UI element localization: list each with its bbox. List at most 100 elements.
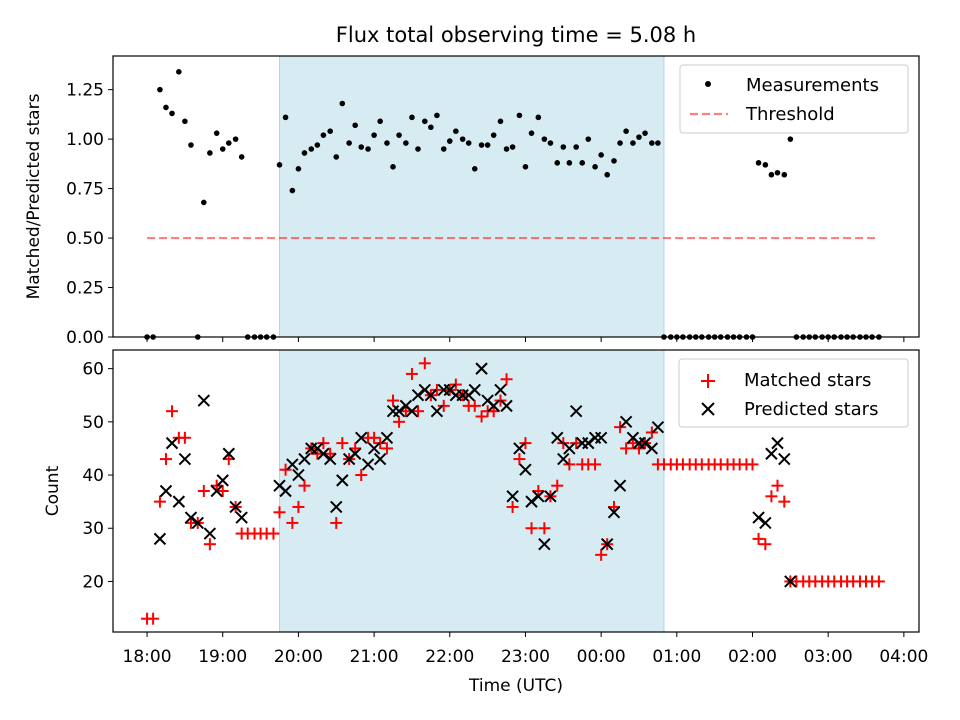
xtick-label-2: 20:00 bbox=[274, 647, 323, 667]
predicted-star-point bbox=[619, 415, 633, 429]
predicted-star-point bbox=[594, 431, 608, 444]
measurement-point bbox=[150, 334, 156, 340]
matched-star-point bbox=[449, 378, 462, 391]
matched-star-point bbox=[557, 437, 570, 450]
measurement-point bbox=[566, 160, 573, 166]
measurement-point bbox=[774, 169, 781, 176]
ytick-label-0-2: 0.50 bbox=[66, 229, 104, 249]
measurement-point bbox=[857, 334, 863, 340]
matched-star-point bbox=[551, 479, 564, 492]
xtick-label-7: 01:00 bbox=[652, 647, 701, 667]
matched-star-point bbox=[645, 426, 658, 439]
matched-star-point bbox=[563, 458, 576, 471]
matched-star-point bbox=[336, 437, 349, 450]
predicted-star-point bbox=[771, 436, 784, 450]
measurement-point bbox=[263, 334, 270, 340]
predicted-star-point bbox=[323, 452, 337, 466]
measurement-point bbox=[478, 142, 485, 148]
measurement-point bbox=[346, 140, 352, 146]
predicted-star-point bbox=[513, 442, 526, 455]
measurement-point bbox=[459, 136, 466, 142]
matched-star-point bbox=[494, 394, 507, 407]
matched-star-point bbox=[589, 458, 602, 471]
y-axis-label-0: Matched/Predicted stars bbox=[24, 93, 44, 299]
measurement-point bbox=[503, 146, 510, 152]
xtick-label-4: 22:00 bbox=[425, 647, 474, 667]
measurement-point bbox=[573, 144, 579, 150]
ytick-label-1-3: 50 bbox=[82, 413, 104, 433]
predicted-star-point bbox=[184, 511, 198, 524]
measurement-point bbox=[194, 334, 201, 340]
measurement-point bbox=[730, 334, 737, 340]
measurement-point bbox=[232, 136, 239, 142]
legend-threshold-label: Threshold bbox=[745, 104, 835, 125]
matched-star-point bbox=[746, 458, 759, 471]
predicted-star-point bbox=[153, 532, 167, 546]
legend-top-box bbox=[679, 64, 909, 134]
matched-star-point bbox=[393, 415, 406, 428]
measurement-point bbox=[225, 140, 232, 146]
matched-star-point bbox=[405, 367, 418, 380]
xtick-label-10: 04:00 bbox=[879, 647, 928, 667]
measurement-point bbox=[339, 100, 346, 107]
measurement-point bbox=[793, 334, 800, 340]
ytick-label-1-4: 60 bbox=[82, 360, 104, 380]
matched-star-point bbox=[771, 479, 784, 492]
chart-title: Flux total observing time = 5.08 h bbox=[336, 23, 696, 47]
matched-star-point bbox=[411, 405, 424, 418]
measurement-point bbox=[453, 128, 459, 134]
matched-star-point bbox=[778, 495, 791, 508]
matched-star-point bbox=[620, 442, 633, 455]
matched-star-point bbox=[380, 442, 393, 455]
y-axis-label-1: Count bbox=[43, 465, 63, 516]
matched-star-point bbox=[387, 394, 400, 407]
measurement-point bbox=[396, 132, 402, 138]
predicted-star-point bbox=[613, 479, 627, 492]
xtick-label-6: 00:00 bbox=[577, 647, 626, 667]
top-panel: 0.00 0.25 0.50 0.75 1.00 1.25 Matched/Predicte… bbox=[24, 55, 920, 348]
measurement-point bbox=[516, 112, 523, 119]
measurement-point bbox=[579, 160, 586, 166]
xtick-label-5: 23:00 bbox=[501, 647, 550, 667]
measurement-point bbox=[541, 136, 548, 142]
matched-star-point bbox=[166, 405, 179, 418]
measurement-point bbox=[522, 164, 529, 170]
measurement-point bbox=[182, 118, 188, 125]
measurement-point bbox=[188, 142, 194, 148]
measurement-point bbox=[686, 334, 693, 340]
predicted-star-point bbox=[355, 431, 368, 444]
ytick-label-0-4: 1.00 bbox=[66, 130, 104, 150]
measurement-point bbox=[201, 199, 207, 206]
matched-star-point bbox=[203, 538, 216, 551]
matched-star-point bbox=[500, 373, 513, 386]
predicted-star-point bbox=[178, 452, 192, 466]
predicted-star-point bbox=[765, 447, 778, 460]
axes-frame-0 bbox=[112, 55, 920, 338]
matched-star-point bbox=[279, 463, 292, 476]
predicted-star-point bbox=[557, 452, 570, 466]
measurement-point bbox=[282, 114, 289, 121]
predicted-star-point bbox=[229, 500, 242, 514]
predicted-star-point bbox=[494, 383, 507, 397]
measurement-point bbox=[409, 114, 415, 121]
predicted-star-point bbox=[563, 442, 576, 455]
predicted-star-point bbox=[759, 516, 772, 530]
predicted-star-point bbox=[468, 383, 481, 397]
measurement-point bbox=[547, 140, 554, 146]
measurement-point bbox=[869, 334, 875, 340]
ytick-label-1-1: 30 bbox=[82, 519, 104, 539]
predicted-star-point bbox=[551, 431, 564, 444]
measurement-point bbox=[365, 146, 371, 152]
predicted-star-point bbox=[172, 495, 186, 508]
measurement-point bbox=[743, 334, 750, 340]
measurement-point bbox=[598, 152, 604, 158]
measurement-point bbox=[787, 136, 794, 142]
measurement-point bbox=[762, 162, 769, 168]
matched-star-point bbox=[267, 527, 280, 540]
measurement-point bbox=[617, 140, 623, 146]
ytick-label-0-5: 1.25 bbox=[66, 81, 104, 101]
measurement-point bbox=[585, 136, 592, 142]
measurement-point bbox=[276, 162, 283, 168]
observing-span-0 bbox=[279, 56, 664, 337]
